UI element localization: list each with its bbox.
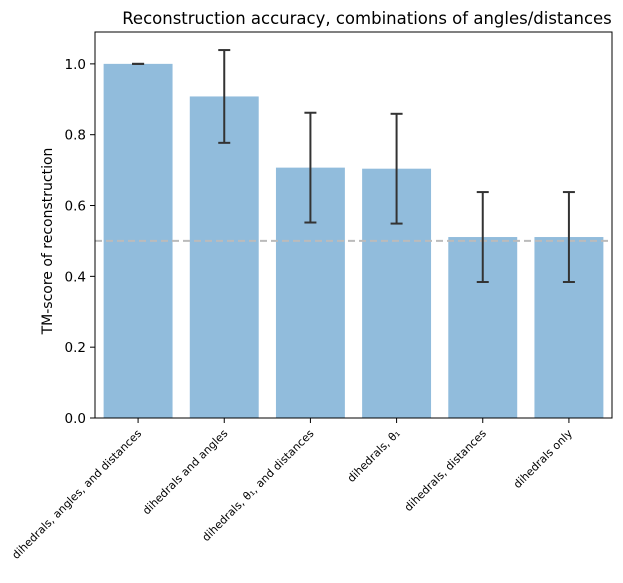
x-tick-label: dihedrals, θ₁ — [345, 427, 403, 485]
error-bar-4 — [390, 112, 403, 225]
y-tick-label: 0.6 — [65, 199, 86, 215]
y-tick-label: 0.8 — [65, 128, 86, 144]
y-tick-label: 1.0 — [65, 57, 86, 73]
y-axis-label: TM-score of reconstruction — [40, 148, 56, 336]
x-tick-label: dihedrals, angles, and distances — [9, 427, 144, 562]
error-bar-3 — [304, 111, 317, 224]
y-tick-label: 0.2 — [65, 340, 86, 356]
plot-area: 0.0 0.2 0.4 0.6 0.8 1.0 dihedrals, angles, and… — [9, 31, 613, 562]
error-bar-5 — [476, 191, 489, 284]
chart-title: Reconstruction accuracy, combinations of… — [122, 9, 612, 28]
x-tick-label: dihedrals, distances — [402, 427, 489, 514]
x-tick-label: dihedrals only — [511, 427, 575, 491]
y-tick-label: 0.0 — [65, 411, 86, 427]
bar-2 — [189, 96, 259, 418]
x-tick-label: dihedrals and angles — [140, 427, 231, 518]
error-bar-2 — [218, 49, 231, 144]
plot-frame — [94, 31, 613, 419]
error-bar-6 — [562, 191, 575, 284]
y-tick-label: 0.4 — [65, 269, 86, 285]
